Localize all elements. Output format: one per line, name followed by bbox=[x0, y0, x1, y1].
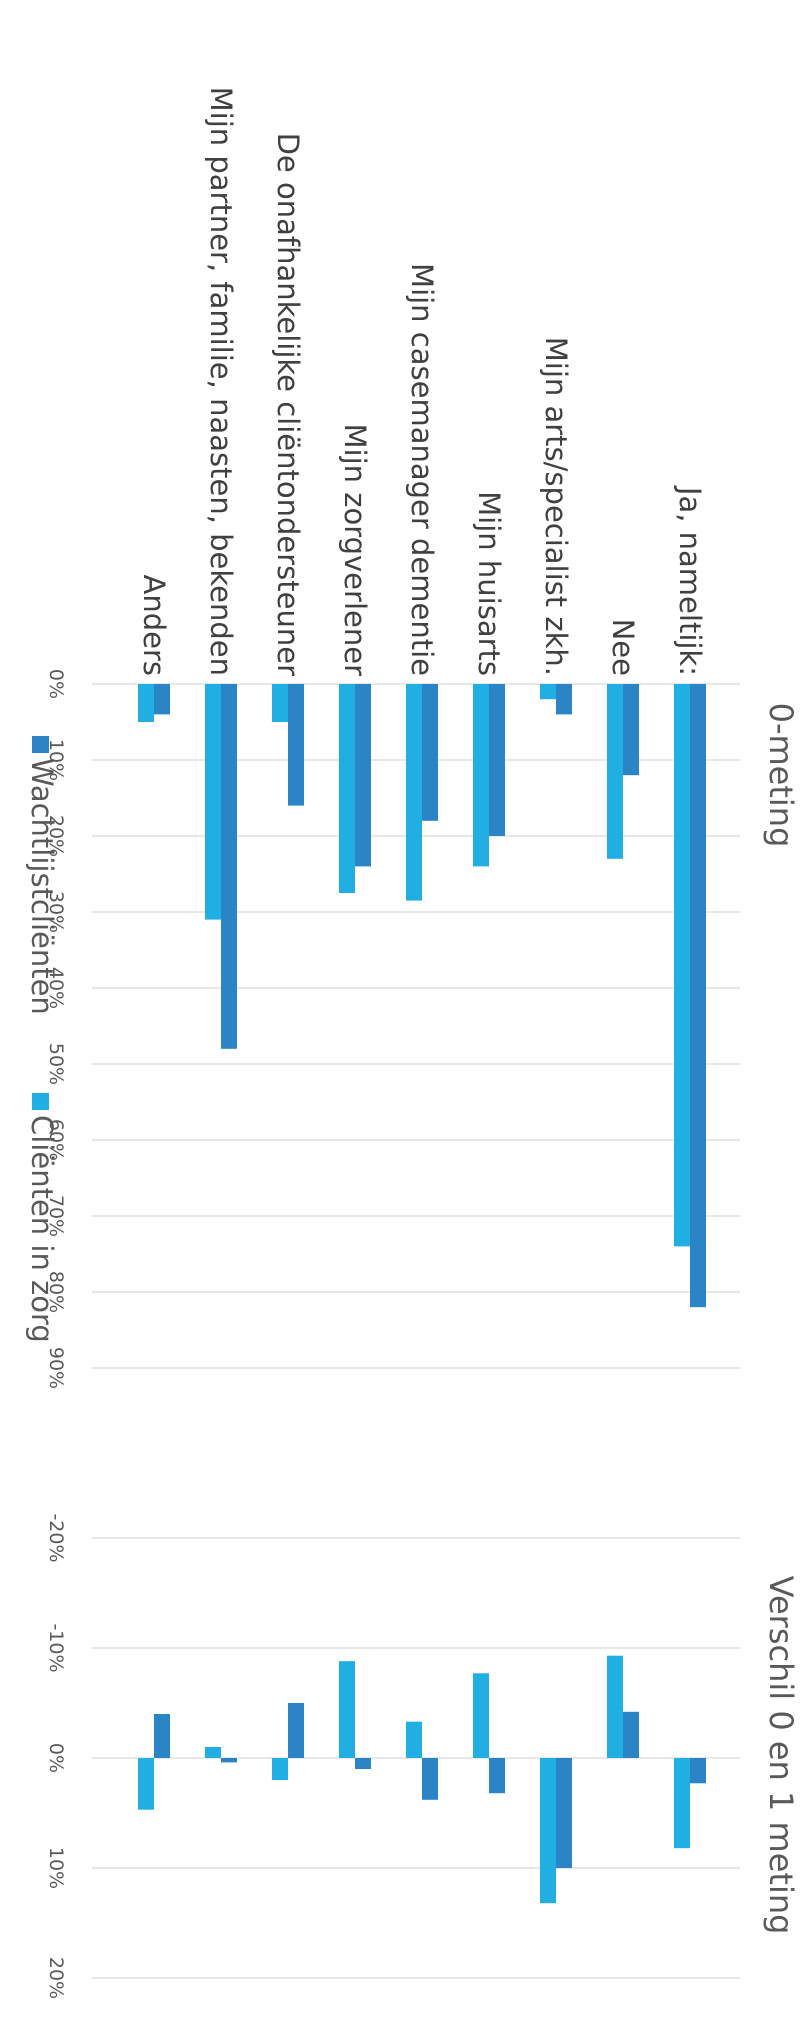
x-tick-label: 0% bbox=[45, 1743, 67, 1773]
bar-wachtlijst bbox=[422, 1758, 438, 1800]
x-tick-label: 80% bbox=[45, 1271, 67, 1313]
x-tick-label: 10% bbox=[45, 1847, 67, 1889]
bar-wachtlijst bbox=[422, 684, 438, 821]
x-tick-label: 20% bbox=[45, 815, 67, 857]
x-tick-label: 50% bbox=[45, 1043, 67, 1085]
x-tick-label: -20% bbox=[45, 1513, 67, 1562]
chart-verschil: Verschil 0 en 1 meting -20% -10% 0% 10% 20% bbox=[45, 1513, 800, 1999]
category-label: Mijn casemanager dementie bbox=[405, 263, 439, 676]
bar-wachtlijst bbox=[556, 1758, 572, 1868]
bar-wachtlijst bbox=[623, 684, 639, 776]
x-tick-label: -10% bbox=[45, 1623, 67, 1672]
legend-label-wachtlijst: Wachtlijstcliënten bbox=[25, 758, 59, 1015]
bar-inzorg bbox=[339, 684, 355, 893]
bar-wachtlijst bbox=[355, 684, 371, 867]
chart-0-meting: 0-meting 0% 10% 20% 30% 40% 50% 60% 70% 80% 90% Ja… bbox=[45, 87, 800, 1390]
x-tick-label: 0% bbox=[45, 669, 67, 699]
x-tick-label: 10% bbox=[45, 739, 67, 781]
bar-inzorg bbox=[272, 684, 288, 722]
bar-inzorg bbox=[205, 684, 221, 920]
bar-inzorg bbox=[406, 1721, 422, 1758]
bar-wachtlijst bbox=[288, 684, 304, 806]
bar-inzorg bbox=[607, 1655, 623, 1758]
bar-wachtlijst bbox=[556, 684, 572, 715]
category-label: Mijn partner, familie, naasten, bekenden bbox=[204, 87, 238, 676]
x-tick-label: 30% bbox=[45, 891, 67, 933]
bar-wachtlijst bbox=[489, 1758, 505, 1794]
category-label: Mijn huisarts bbox=[472, 491, 506, 676]
bar-inzorg bbox=[607, 684, 623, 859]
bar-wachtlijst bbox=[623, 1711, 639, 1759]
bar-wachtlijst bbox=[489, 684, 505, 836]
x-tick-label: 60% bbox=[45, 1119, 67, 1161]
category-label: Mijn arts/specialist zkh. bbox=[539, 337, 573, 676]
bar-wachtlijst bbox=[221, 1758, 237, 1763]
bar-inzorg bbox=[205, 1747, 221, 1758]
bar-wachtlijst bbox=[355, 1758, 371, 1769]
legend: Wachtlijstcliënten Cliënten in zorg bbox=[25, 736, 59, 1343]
bar-wachtlijst bbox=[690, 684, 706, 1308]
bar-wachtlijst bbox=[288, 1703, 304, 1758]
bar-inzorg bbox=[339, 1661, 355, 1758]
chart-title-0-meting: 0-meting bbox=[762, 703, 800, 848]
category-label: De onafhankelijke cliëntondersteuner bbox=[271, 133, 305, 676]
x-tick-label: 90% bbox=[45, 1347, 67, 1389]
bar-wachtlijst bbox=[221, 684, 237, 1049]
bar-wachtlijst bbox=[154, 1714, 170, 1758]
legend-swatch-wachtlijst bbox=[32, 736, 49, 753]
category-label: Mijn zorgverlener bbox=[338, 424, 372, 677]
x-tick-label: 70% bbox=[45, 1195, 67, 1237]
bar-inzorg bbox=[138, 1758, 154, 1810]
category-label: Nee bbox=[606, 619, 640, 676]
bar-inzorg bbox=[406, 684, 422, 901]
category-label: Ja, nameltijk: bbox=[673, 485, 707, 676]
legend-swatch-inzorg bbox=[32, 1093, 49, 1110]
bar-inzorg bbox=[138, 684, 154, 722]
bar-inzorg bbox=[674, 1758, 690, 1849]
x-tick-label: 20% bbox=[45, 1957, 67, 1999]
chart-title-verschil: Verschil 0 en 1 meting bbox=[762, 1576, 800, 1935]
category-label: Anders bbox=[137, 575, 171, 677]
bar-inzorg bbox=[674, 684, 690, 1247]
bar-inzorg bbox=[540, 684, 556, 700]
bar-inzorg bbox=[473, 1673, 489, 1759]
bar-wachtlijst bbox=[690, 1758, 706, 1784]
bar-inzorg bbox=[540, 1758, 556, 1904]
bar-wachtlijst bbox=[154, 684, 170, 715]
bar-inzorg bbox=[272, 1758, 288, 1780]
bar-inzorg bbox=[473, 684, 489, 867]
x-tick-label: 40% bbox=[45, 967, 67, 1009]
legend-label-inzorg: Cliënten in zorg bbox=[25, 1115, 59, 1343]
